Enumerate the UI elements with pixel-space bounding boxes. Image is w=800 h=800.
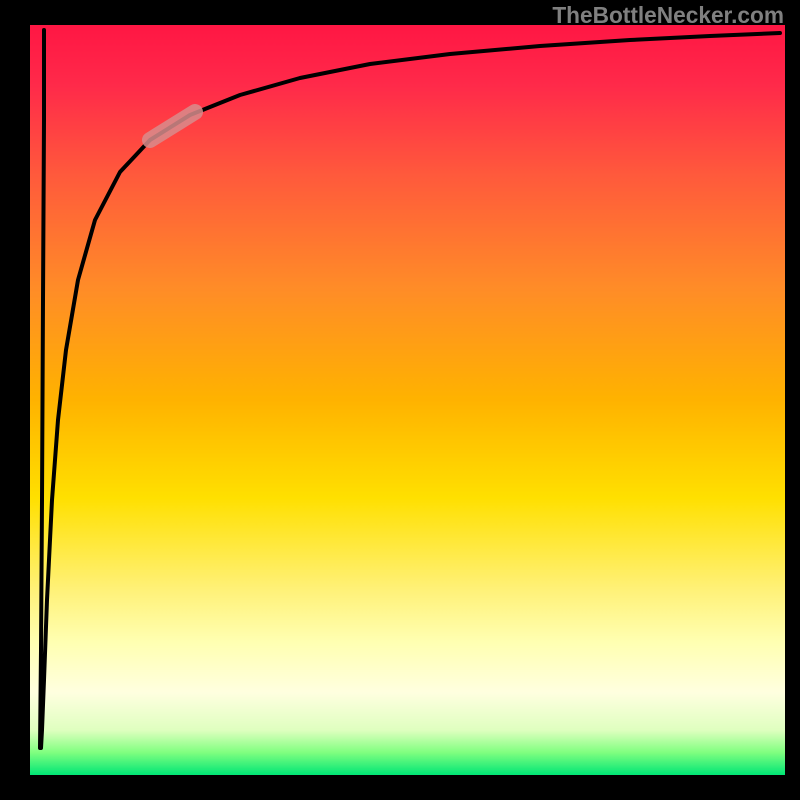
watermark-label: TheBottleNecker.com (552, 2, 784, 29)
gradient-plot-area (30, 25, 785, 775)
chart-frame: TheBottleNecker.com (0, 0, 800, 800)
